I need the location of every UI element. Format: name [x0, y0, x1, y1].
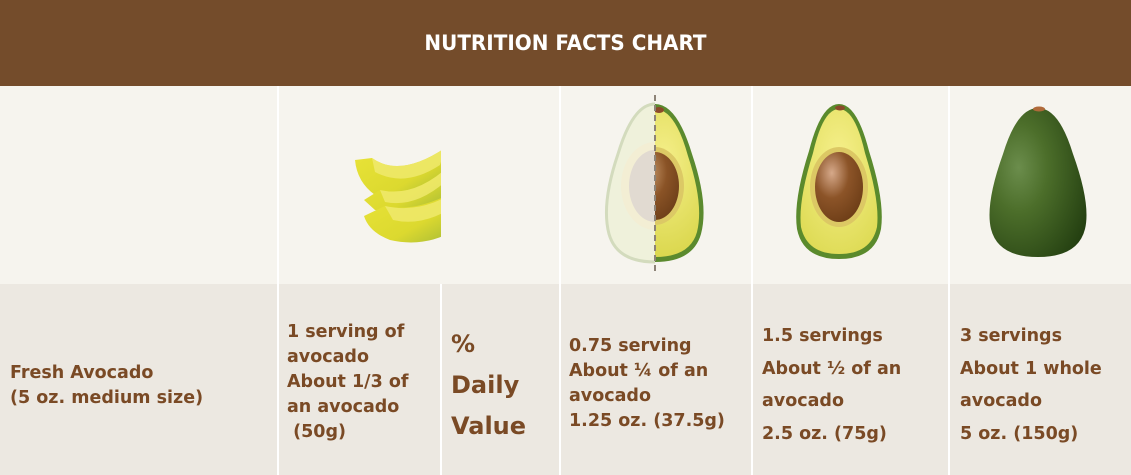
image-cell-daily-value	[441, 86, 559, 284]
one-serving-cell: 1 serving of avocado About 1/3 of an avo…	[279, 284, 440, 475]
row-label-subtitle: (5 oz. medium size)	[10, 388, 204, 408]
column-divider	[948, 86, 950, 475]
row-label-cell: Fresh Avocado (5 oz. medium size)	[0, 284, 277, 475]
column-divider	[751, 86, 753, 475]
daily-value-label: Value	[451, 412, 527, 440]
quarter-line: About ¼ of an	[569, 361, 709, 381]
image-cell-quarter	[561, 86, 751, 284]
whole-line: avocado	[960, 391, 1042, 411]
whole-avocado-icon	[989, 106, 1087, 257]
half-avocado-icon	[796, 104, 882, 259]
one-serving-line: avocado	[287, 347, 369, 367]
one-serving-line: an avocado	[287, 397, 400, 417]
column-divider	[559, 86, 561, 475]
daily-value-label: Daily	[451, 371, 520, 399]
half-line: About ½ of an	[762, 358, 902, 379]
quarter-avocado-icon	[604, 95, 704, 272]
daily-value-cell: % Daily Value	[442, 284, 559, 475]
half-line: avocado	[762, 391, 844, 411]
quarter-line: 1.25 oz. (37.5g)	[569, 411, 725, 431]
whole-line: About 1 whole	[960, 358, 1102, 379]
image-cell-label	[0, 86, 277, 284]
half-line: 2.5 oz. (75g)	[762, 423, 887, 444]
page-title: NUTRITION FACTS CHART	[424, 31, 707, 55]
quarter-line: 0.75 serving	[569, 336, 692, 356]
daily-value-label: %	[451, 330, 476, 358]
half-cell: 1.5 servings About ½ of an avocado 2.5 o…	[753, 284, 948, 475]
quarter-line: avocado	[569, 386, 651, 406]
column-divider	[277, 86, 279, 475]
image-cell-half	[753, 86, 948, 284]
one-serving-line: About 1/3 of	[287, 372, 409, 392]
column-divider	[440, 284, 442, 475]
row-label-title: Fresh Avocado	[10, 363, 154, 383]
image-cell-whole	[950, 86, 1131, 284]
whole-cell: 3 servings About 1 whole avocado 5 oz. (…	[950, 284, 1131, 475]
whole-line: 3 servings	[960, 326, 1062, 346]
half-line: 1.5 servings	[762, 326, 883, 346]
chart-header: NUTRITION FACTS CHART	[0, 0, 1131, 86]
whole-line: 5 oz. (150g)	[960, 423, 1079, 444]
quarter-cell: 0.75 serving About ¼ of an avocado 1.25 …	[561, 284, 751, 475]
one-serving-line: 1 serving of	[287, 322, 405, 342]
one-serving-line: (50g)	[287, 422, 346, 442]
